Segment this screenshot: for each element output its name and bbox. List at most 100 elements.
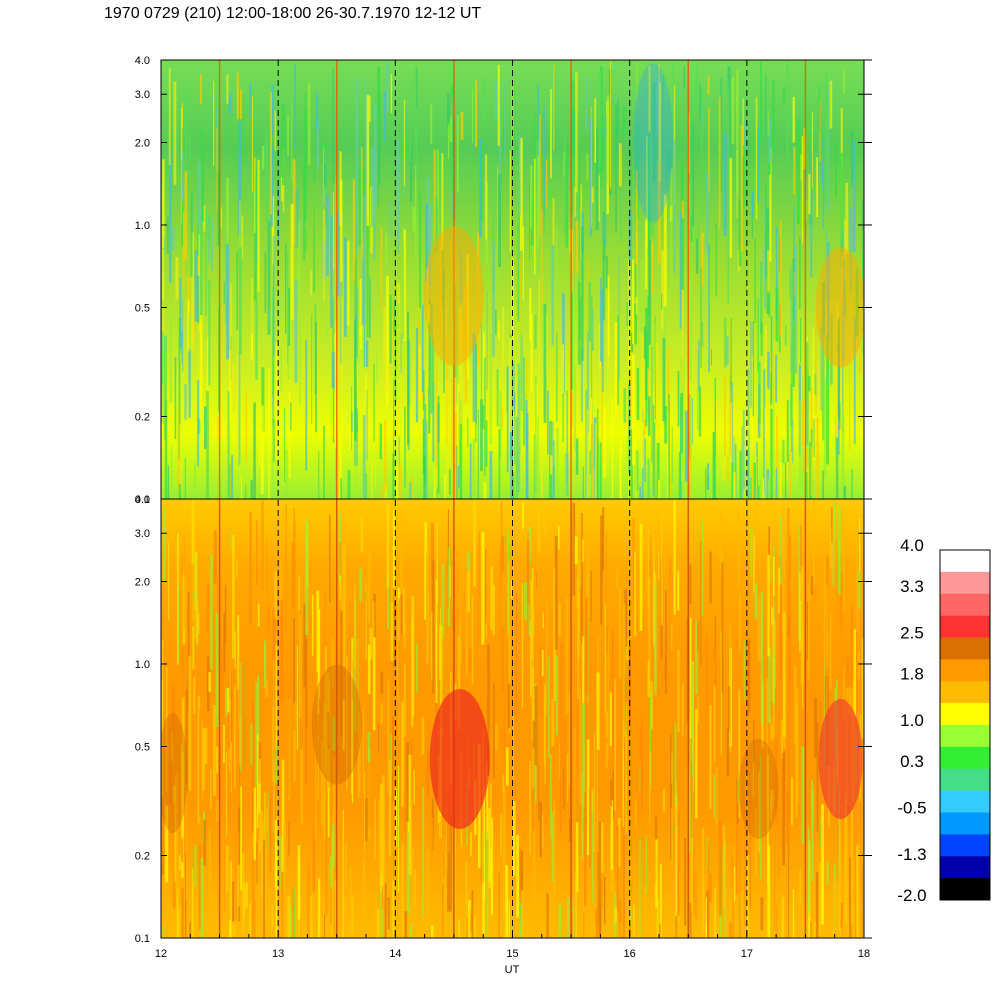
texture-streak bbox=[450, 812, 452, 912]
texture-streak bbox=[562, 362, 564, 443]
texture-streak bbox=[484, 154, 488, 240]
texture-streak bbox=[216, 746, 219, 774]
texture-streak bbox=[259, 759, 261, 853]
texture-streak bbox=[677, 649, 680, 732]
texture-streak bbox=[776, 415, 779, 499]
texture-streak bbox=[238, 246, 242, 354]
texture-streak bbox=[221, 646, 224, 719]
texture-streak bbox=[199, 708, 201, 818]
texture-streak bbox=[272, 608, 276, 661]
texture-streak bbox=[451, 379, 453, 462]
texture-streak bbox=[634, 798, 637, 827]
texture-streak bbox=[500, 814, 503, 855]
texture-streak bbox=[658, 479, 661, 499]
texture-streak bbox=[545, 601, 548, 715]
texture-streak bbox=[843, 520, 845, 612]
texture-streak bbox=[788, 450, 791, 499]
texture-streak bbox=[442, 884, 444, 938]
texture-streak bbox=[193, 677, 196, 714]
texture-streak bbox=[782, 612, 786, 737]
texture-streak bbox=[689, 564, 692, 605]
texture-streak bbox=[504, 81, 506, 164]
texture-streak bbox=[208, 829, 211, 938]
y-tick-label: 1.0 bbox=[135, 659, 150, 671]
texture-streak bbox=[315, 672, 319, 781]
texture-streak bbox=[297, 845, 301, 920]
texture-streak bbox=[775, 287, 779, 342]
texture-streak bbox=[769, 582, 772, 670]
texture-streak bbox=[693, 619, 696, 684]
texture-streak bbox=[209, 769, 212, 810]
texture-streak bbox=[365, 340, 369, 367]
texture-streak bbox=[707, 474, 709, 491]
texture-streak bbox=[808, 116, 811, 132]
texture-streak bbox=[216, 577, 219, 644]
texture-streak bbox=[311, 314, 313, 425]
texture-streak bbox=[351, 895, 354, 937]
texture-streak bbox=[529, 761, 532, 855]
texture-streak bbox=[788, 751, 790, 859]
texture-streak bbox=[649, 690, 652, 790]
texture-streak bbox=[387, 573, 389, 630]
y-tick-label: 3.0 bbox=[135, 528, 150, 540]
texture-streak bbox=[200, 215, 203, 322]
texture-streak bbox=[517, 363, 521, 493]
texture-streak bbox=[198, 234, 201, 333]
texture-streak bbox=[691, 663, 694, 778]
texture-streak bbox=[726, 728, 729, 777]
texture-streak bbox=[552, 440, 555, 499]
texture-streak bbox=[595, 909, 599, 938]
texture-streak bbox=[290, 204, 294, 320]
texture-streak bbox=[480, 399, 483, 472]
texture-streak bbox=[288, 288, 290, 346]
texture-streak bbox=[366, 390, 368, 461]
x-tick-label: 17 bbox=[741, 948, 753, 960]
intensity-region bbox=[423, 226, 484, 367]
texture-streak bbox=[296, 645, 298, 750]
texture-streak bbox=[191, 232, 194, 352]
texture-streak bbox=[701, 519, 704, 616]
texture-streak bbox=[179, 855, 181, 871]
texture-streak bbox=[601, 365, 603, 465]
texture-streak bbox=[162, 274, 165, 355]
texture-streak bbox=[271, 84, 274, 136]
texture-streak bbox=[355, 77, 358, 210]
texture-streak bbox=[184, 457, 186, 499]
texture-streak bbox=[697, 222, 699, 274]
texture-streak bbox=[305, 685, 307, 784]
texture-streak bbox=[280, 347, 282, 393]
texture-streak bbox=[544, 607, 546, 662]
texture-streak bbox=[187, 592, 190, 712]
texture-streak bbox=[591, 414, 594, 499]
texture-streak bbox=[589, 785, 591, 868]
texture-streak bbox=[769, 149, 772, 262]
texture-streak bbox=[599, 880, 602, 938]
texture-streak bbox=[274, 570, 278, 619]
texture-streak bbox=[332, 824, 335, 867]
texture-streak bbox=[634, 551, 637, 636]
texture-streak bbox=[492, 241, 495, 357]
texture-streak bbox=[687, 484, 691, 499]
texture-streak bbox=[433, 149, 436, 237]
texture-streak bbox=[680, 393, 683, 453]
texture-streak bbox=[379, 423, 382, 460]
texture-streak bbox=[404, 911, 408, 938]
texture-streak bbox=[249, 82, 252, 117]
texture-streak bbox=[663, 194, 667, 307]
texture-streak bbox=[727, 86, 730, 176]
texture-streak bbox=[715, 223, 717, 297]
texture-streak bbox=[226, 688, 230, 713]
texture-streak bbox=[470, 913, 473, 931]
texture-streak bbox=[593, 469, 595, 499]
texture-streak bbox=[519, 898, 521, 938]
texture-streak bbox=[403, 99, 406, 186]
texture-streak bbox=[700, 267, 702, 368]
texture-streak bbox=[421, 304, 424, 392]
texture-streak bbox=[777, 742, 781, 878]
texture-streak bbox=[657, 898, 659, 938]
texture-streak bbox=[323, 209, 325, 302]
texture-streak bbox=[814, 374, 817, 395]
texture-streak bbox=[329, 856, 332, 888]
texture-streak bbox=[239, 200, 241, 280]
texture-streak bbox=[526, 541, 530, 604]
